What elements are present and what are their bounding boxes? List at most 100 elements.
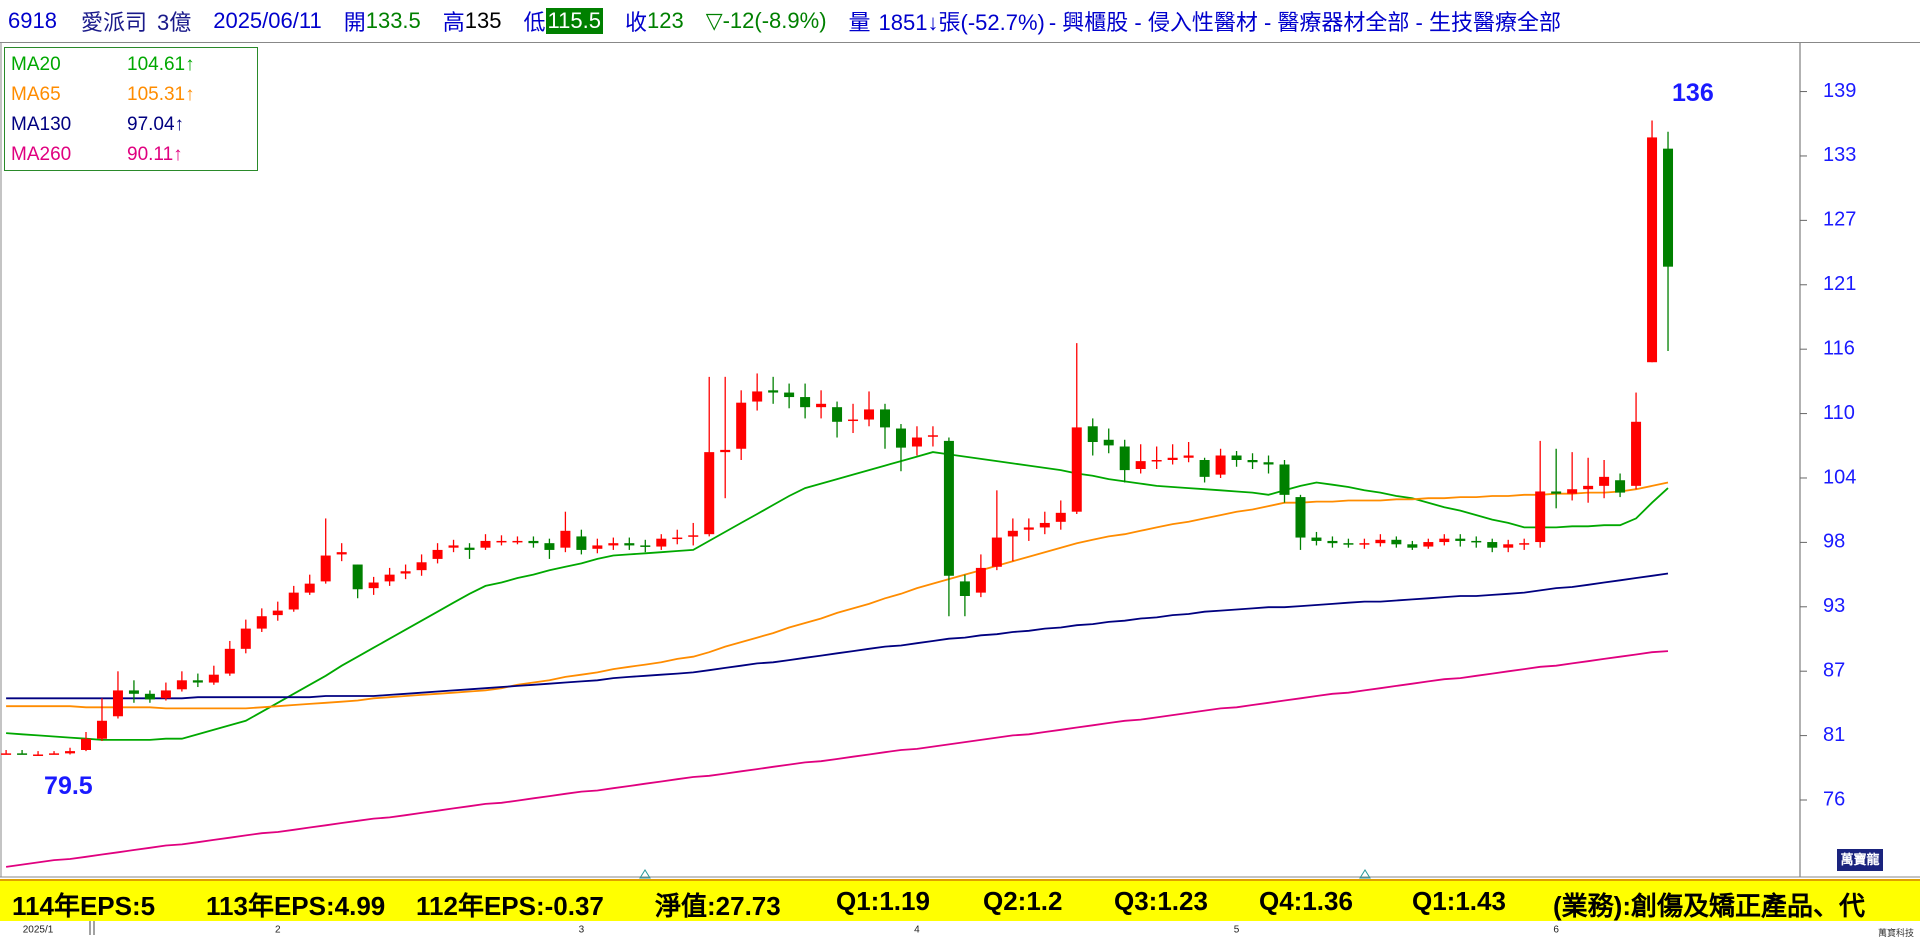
candle-body bbox=[128, 690, 139, 694]
stock-code: 6918 bbox=[8, 8, 57, 33]
candle-body bbox=[464, 547, 475, 550]
quote-header: 6918 愛派司 3億 2025/06/11 開 133.5 高 135 低 1… bbox=[0, 0, 1920, 43]
candle-body bbox=[1439, 538, 1450, 543]
footer-item: 112年EPS:-0.37 bbox=[416, 891, 604, 921]
candle-body bbox=[240, 628, 251, 649]
footer-item: (業務):創傷及矯正產品、代 bbox=[1553, 891, 1865, 921]
high-value: 135 bbox=[464, 8, 502, 33]
candle-body bbox=[864, 409, 875, 420]
candle-body bbox=[49, 753, 60, 755]
marker-triangle bbox=[1359, 869, 1371, 879]
candle-body bbox=[160, 690, 171, 699]
candle-body bbox=[800, 397, 811, 408]
x-tick-label: 6 bbox=[1553, 925, 1559, 936]
candle-body bbox=[656, 538, 667, 547]
candle-body bbox=[672, 537, 683, 540]
candle-body bbox=[704, 452, 715, 535]
y-tick-label: 133 bbox=[1823, 144, 1856, 166]
eps-bar: 114年EPS:5 113年EPS:4.99 112年EPS:-0.37 淨值:27.… bbox=[0, 879, 1920, 921]
candle-body bbox=[1663, 148, 1674, 267]
candle-body bbox=[592, 545, 603, 549]
x-tick-label: 2025/1 bbox=[23, 925, 54, 936]
legend-name: MA20 bbox=[11, 54, 61, 75]
candle-body bbox=[1631, 421, 1642, 486]
y-tick-label: 98 bbox=[1823, 531, 1845, 553]
candle-body bbox=[288, 592, 299, 610]
candle-body bbox=[943, 440, 954, 576]
open-value: 133.5 bbox=[365, 8, 421, 33]
candle-body bbox=[352, 564, 363, 590]
legend-value: 105.31 bbox=[127, 84, 186, 105]
candle-body bbox=[1615, 480, 1626, 493]
candle-body bbox=[1343, 543, 1354, 545]
candle-body bbox=[112, 690, 123, 717]
legend-trend: ↑ bbox=[185, 54, 195, 75]
candle-body bbox=[736, 402, 747, 449]
close-label: 收 bbox=[624, 10, 647, 35]
candle-body bbox=[1519, 543, 1530, 545]
candle-body bbox=[895, 428, 906, 448]
candle-body bbox=[496, 540, 507, 543]
legend-trend: ↑ bbox=[173, 144, 183, 165]
legend-value: 90.11 bbox=[127, 144, 174, 165]
candle-body bbox=[640, 545, 651, 547]
candle-body bbox=[959, 581, 970, 597]
candle-body bbox=[1103, 439, 1114, 446]
candle-body bbox=[1231, 455, 1242, 460]
candle-body bbox=[1, 753, 12, 755]
candle-body bbox=[1007, 530, 1018, 537]
candle-body bbox=[384, 574, 395, 582]
x-tick-label: 3 bbox=[579, 925, 585, 936]
candle-body bbox=[608, 543, 619, 546]
candle-body bbox=[1535, 491, 1546, 543]
high-label: 高 bbox=[442, 10, 465, 35]
legend-name: MA65 bbox=[11, 84, 61, 105]
candle-body bbox=[1247, 460, 1258, 463]
date: 2025/06/11 bbox=[213, 8, 322, 33]
groups: - 興櫃股 - 侵入性醫材 - 醫療器材全部 - 生技醫療全部 bbox=[1048, 10, 1561, 35]
candle-body bbox=[768, 390, 779, 393]
candle-body bbox=[1327, 540, 1338, 544]
corp-name: 萬寶科技 bbox=[1878, 928, 1915, 938]
candle-body bbox=[1359, 543, 1370, 545]
low-value: 115.5 bbox=[545, 8, 603, 34]
ma-line bbox=[6, 451, 1669, 741]
candle-body bbox=[927, 435, 938, 437]
candle-body bbox=[1487, 542, 1498, 548]
y-tick-label: 116 bbox=[1823, 337, 1855, 359]
candle-body bbox=[1071, 427, 1082, 512]
y-tick-label: 81 bbox=[1823, 724, 1845, 746]
high-annotation: 136 bbox=[1672, 79, 1714, 107]
candle-body bbox=[1375, 539, 1386, 544]
candle-body bbox=[848, 419, 859, 422]
y-tick-label: 127 bbox=[1823, 209, 1856, 231]
y-tick-label: 93 bbox=[1823, 595, 1845, 617]
candle-body bbox=[512, 540, 523, 543]
y-tick-label: 121 bbox=[1823, 273, 1856, 295]
candle-body bbox=[336, 552, 347, 555]
candle-body bbox=[1471, 540, 1482, 543]
candle-body bbox=[1423, 542, 1434, 547]
candle-body bbox=[1215, 455, 1226, 475]
close-value: 123 bbox=[646, 8, 684, 33]
candle-body bbox=[1151, 460, 1162, 462]
legend: MA20 104.61↑ MA65 105.31↑ MA130 97.04↑ MA260 90… bbox=[4, 47, 258, 171]
footer-item: Q2:1.2 bbox=[983, 886, 1063, 916]
candle-body bbox=[33, 754, 44, 756]
legend-entry: MA20 104.61↑ bbox=[11, 50, 195, 80]
candle-body bbox=[304, 583, 315, 593]
change: ▽-12(-8.9%) bbox=[705, 8, 827, 33]
candle-body bbox=[1567, 489, 1578, 494]
stock-name: 愛派司 bbox=[80, 10, 147, 35]
candle-body bbox=[1295, 497, 1306, 538]
candle-body bbox=[1055, 512, 1066, 522]
footer-item: Q1:1.19 bbox=[836, 886, 930, 916]
candle-body bbox=[432, 549, 443, 559]
footer-item: Q1:1.43 bbox=[1412, 886, 1506, 916]
candle-body bbox=[1407, 544, 1418, 548]
y-tick-label: 104 bbox=[1823, 466, 1856, 488]
candle-body bbox=[368, 582, 379, 589]
ma-line bbox=[6, 572, 1669, 700]
candle-body bbox=[816, 403, 827, 408]
